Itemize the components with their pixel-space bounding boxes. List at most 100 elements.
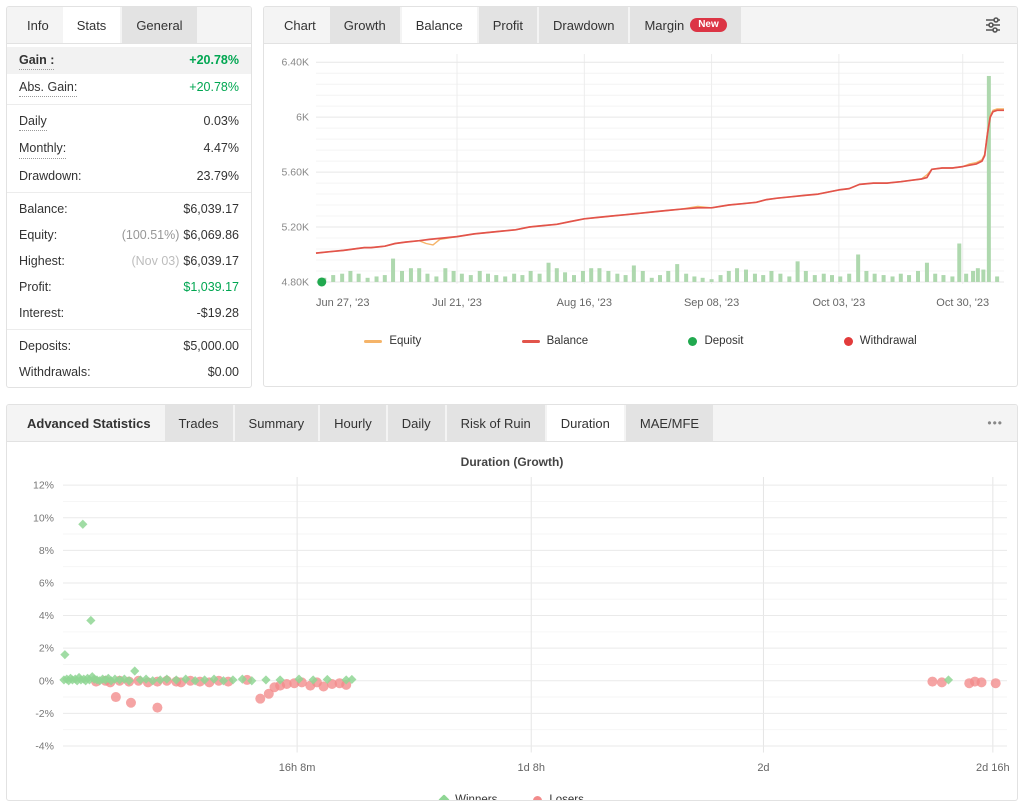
stat-group: Balance: $6,039.17 Equity: (100.51%) $6,069.… (7, 193, 251, 331)
svg-text:2d 16h: 2d 16h (976, 762, 1010, 774)
tab-margin[interactable]: Margin New (630, 7, 741, 43)
stat-value: 0.03% (203, 114, 239, 129)
legend-item-balance[interactable]: Balance (521, 335, 589, 347)
legend-label: Winners (455, 794, 498, 801)
tab-trades[interactable]: Trades (164, 405, 233, 441)
tab-hourly[interactable]: Hourly (320, 405, 386, 441)
stat-row-withdrawals: Withdrawals: $0.00 (7, 359, 251, 385)
tab-label: Daily (401, 415, 431, 431)
tab-daily[interactable]: Daily (387, 405, 445, 441)
tab-growth[interactable]: Growth (329, 7, 400, 43)
stat-value-prefix: (Nov 03) (131, 253, 180, 268)
stat-group: Gain : +20.78% Abs. Gain: +20.78% (7, 44, 251, 106)
svg-text:4.80K: 4.80K (282, 276, 309, 288)
chart-card-tabbar: Chart Growth Balance Profit Drawdown Margin Ne… (264, 7, 1017, 44)
legend-label: Balance (546, 335, 589, 347)
stat-value: $0.00 (207, 365, 239, 380)
tab-balance[interactable]: Balance (401, 7, 477, 43)
legend-item-deposit[interactable]: Deposit (688, 335, 743, 347)
stat-label[interactable]: Gain : (19, 51, 55, 71)
losers-swatch-icon (533, 795, 543, 800)
stat-group: Deposits: $5,000.00 Withdrawals: $0.00 (7, 330, 251, 387)
stat-label[interactable]: Daily (19, 112, 47, 132)
tab-info[interactable]: Info (13, 7, 63, 43)
tab-mae-mfe[interactable]: MAE/MFE (625, 405, 714, 441)
svg-text:Oct 03, '23: Oct 03, '23 (812, 297, 865, 309)
stat-value: $1,039.17 (183, 280, 239, 294)
more-options-icon[interactable]: ••• (987, 416, 1003, 430)
tab-chart[interactable]: Chart (270, 7, 330, 43)
tab-risk-of-ruin[interactable]: Risk of Ruin (446, 405, 545, 441)
stat-value: +20.78% (189, 80, 239, 95)
tab-advanced-statistics[interactable]: Advanced Statistics (13, 405, 165, 441)
stat-row-profit: Profit: $1,039.17 (7, 274, 251, 300)
stat-label: Interest: (19, 306, 65, 321)
stat-value-prefix: (100.51%) (121, 227, 180, 242)
stat-value: +20.78% (189, 53, 239, 67)
stat-row-monthly: Monthly: 4.47% (7, 135, 251, 162)
stat-row-abs-gain: Abs. Gain: +20.78% (7, 74, 251, 101)
duration-chart-title: Duration (Growth) (460, 455, 564, 469)
svg-text:-2%: -2% (35, 708, 54, 720)
duration-chart-legend: Winners Losers (7, 794, 1017, 801)
tab-summary[interactable]: Summary (234, 405, 319, 441)
tab-drawdown[interactable]: Drawdown (539, 7, 629, 43)
stat-label[interactable]: Monthly: (19, 139, 67, 159)
legend-item-equity[interactable]: Equity (364, 335, 421, 347)
legend-item-withdrawal[interactable]: Withdrawal (843, 335, 917, 347)
svg-text:8%: 8% (39, 545, 54, 557)
stat-label: Withdrawals: (19, 365, 91, 380)
balance-chart-card: Chart Growth Balance Profit Drawdown Margin Ne… (263, 6, 1018, 387)
stat-label: Deposits: (19, 339, 72, 354)
tab-label: Advanced Statistics (27, 415, 151, 431)
tab-label: Stats (76, 17, 107, 33)
legend-item-winners[interactable]: Winners (438, 794, 498, 801)
duration-scatter-chart[interactable]: 12% 10% 8% 6% 4% 2% 0% -2% -4% 16h 8m 1d 8h 2d 2d 16… (7, 469, 1015, 779)
svg-text:6.40K: 6.40K (282, 57, 309, 69)
stat-row-balance: Balance: $6,039.17 (7, 196, 251, 222)
stat-label: Highest: (19, 253, 65, 268)
svg-text:-4%: -4% (35, 740, 54, 752)
legend-item-losers[interactable]: Losers (533, 794, 584, 800)
tab-label: Duration (560, 415, 610, 431)
tab-stats[interactable]: Stats (62, 7, 121, 43)
stats-card-tabbar: Info Stats General (7, 7, 251, 44)
svg-text:6K: 6K (296, 112, 309, 124)
stat-value: (Nov 03) $6,039.17 (131, 253, 239, 268)
svg-text:4%: 4% (39, 610, 54, 622)
balance-equity-chart[interactable]: 4.80K 5.20K 5.60K 6K 6.40K Jun 27, '23 Jul 21,… (264, 44, 1013, 320)
tab-label: Hourly (334, 415, 372, 431)
svg-text:6%: 6% (39, 577, 54, 589)
tab-label: Profit (492, 17, 524, 33)
svg-text:10%: 10% (33, 512, 54, 524)
stat-value: 23.79% (196, 168, 239, 183)
tab-profit[interactable]: Profit (478, 7, 538, 43)
stats-rows: Gain : +20.78% Abs. Gain: +20.78% Daily 0.03%… (7, 44, 251, 387)
tab-label: Drawdown (553, 17, 615, 33)
chart-settings-icon[interactable] (969, 7, 1017, 43)
tab-label: Margin (644, 17, 685, 33)
stat-row-drawdown: Drawdown: 23.79% (7, 163, 251, 189)
tab-general[interactable]: General (122, 7, 197, 43)
tab-label: MAE/MFE (639, 415, 700, 431)
tab-duration[interactable]: Duration (546, 405, 624, 441)
svg-text:5.60K: 5.60K (282, 167, 309, 179)
svg-text:Jul 21, '23: Jul 21, '23 (432, 297, 482, 309)
tab-label: Growth (343, 17, 386, 33)
svg-text:Aug 16, '23: Aug 16, '23 (557, 297, 612, 309)
deposit-swatch-icon (688, 336, 698, 346)
stat-label[interactable]: Abs. Gain: (19, 78, 78, 98)
legend-label: Equity (389, 335, 422, 347)
svg-text:Oct 30, '23: Oct 30, '23 (936, 297, 989, 309)
stat-label: Equity: (19, 227, 58, 242)
winners-swatch-icon (438, 794, 450, 800)
tabbar-spacer (743, 7, 969, 43)
balance-swatch-icon (521, 339, 540, 343)
svg-text:2%: 2% (39, 643, 54, 655)
svg-text:Jun 27, '23: Jun 27, '23 (316, 297, 369, 309)
tab-label: Info (27, 17, 49, 33)
stat-row-deposits: Deposits: $5,000.00 (7, 333, 251, 359)
tabbar-spacer (715, 405, 973, 441)
stat-row-interest: Interest: -$19.28 (7, 300, 251, 326)
svg-text:16h 8m: 16h 8m (279, 762, 316, 774)
